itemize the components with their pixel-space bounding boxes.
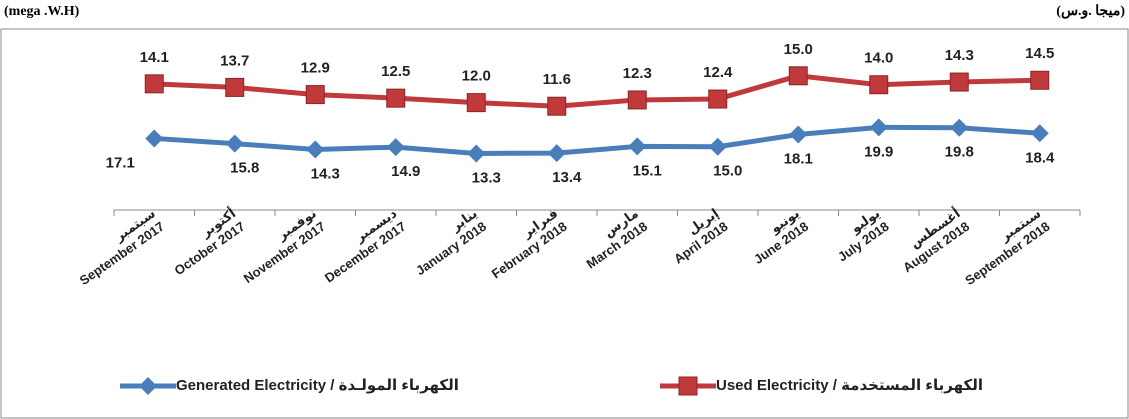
- marker: [466, 93, 486, 113]
- data-label: 12.3: [623, 65, 652, 82]
- marker: [225, 134, 244, 153]
- marker: [628, 137, 647, 156]
- data-label: 13.7: [220, 52, 249, 69]
- data-label: 15.0: [713, 163, 742, 180]
- marker: [306, 140, 325, 159]
- data-label: 11.6: [543, 71, 571, 88]
- marker: [627, 90, 647, 110]
- unit-right: (ميجا .و.س): [1056, 4, 1125, 19]
- data-label: 12.4: [703, 64, 733, 81]
- marker: [547, 96, 567, 116]
- data-label: 13.3: [472, 169, 501, 186]
- marker: [145, 129, 164, 148]
- marker: [386, 88, 406, 108]
- legend-marker: [139, 377, 157, 395]
- data-label: 14.9: [391, 163, 420, 180]
- legend-label: Used Electricity / الكهرباء المستخدمة: [716, 377, 983, 394]
- data-label: 14.0: [864, 50, 893, 67]
- legend-marker: [678, 376, 698, 396]
- data-label: 14.5: [1025, 45, 1054, 62]
- marker: [305, 85, 325, 105]
- marker: [949, 72, 969, 92]
- marker: [1030, 124, 1049, 143]
- data-label: 18.1: [784, 150, 813, 167]
- marker: [708, 137, 727, 156]
- marker: [788, 66, 808, 86]
- marker: [386, 138, 405, 157]
- data-label: 15.1: [633, 162, 662, 179]
- data-label: 12.5: [381, 63, 410, 80]
- series-line: [154, 73, 1040, 109]
- marker: [467, 144, 486, 163]
- marker: [708, 89, 728, 109]
- data-label: 14.1: [140, 49, 169, 66]
- data-label: 14.3: [311, 165, 340, 182]
- data-label: 15.8: [230, 160, 259, 177]
- data-label: 18.4: [1025, 149, 1055, 166]
- legend-label: Generated Electricity / الكهرباء المولـد…: [176, 377, 459, 394]
- series-line: [154, 124, 1040, 156]
- data-label: 12.0: [462, 68, 491, 85]
- data-label: 17.1: [106, 154, 135, 171]
- marker: [225, 77, 245, 97]
- marker: [950, 118, 969, 137]
- marker: [144, 74, 164, 94]
- marker: [869, 118, 888, 137]
- data-label: 12.9: [301, 60, 330, 77]
- frame: [0, 28, 1129, 419]
- marker: [869, 75, 889, 95]
- unit-left: (mega .W.H): [4, 4, 80, 19]
- data-label: 14.3: [945, 47, 974, 64]
- data-label: 13.4: [552, 169, 582, 186]
- data-label: 15.0: [784, 41, 813, 58]
- marker: [789, 125, 808, 144]
- data-label: 19.8: [945, 144, 974, 161]
- marker: [547, 144, 566, 163]
- data-label: 19.9: [864, 143, 893, 160]
- marker: [1030, 70, 1050, 90]
